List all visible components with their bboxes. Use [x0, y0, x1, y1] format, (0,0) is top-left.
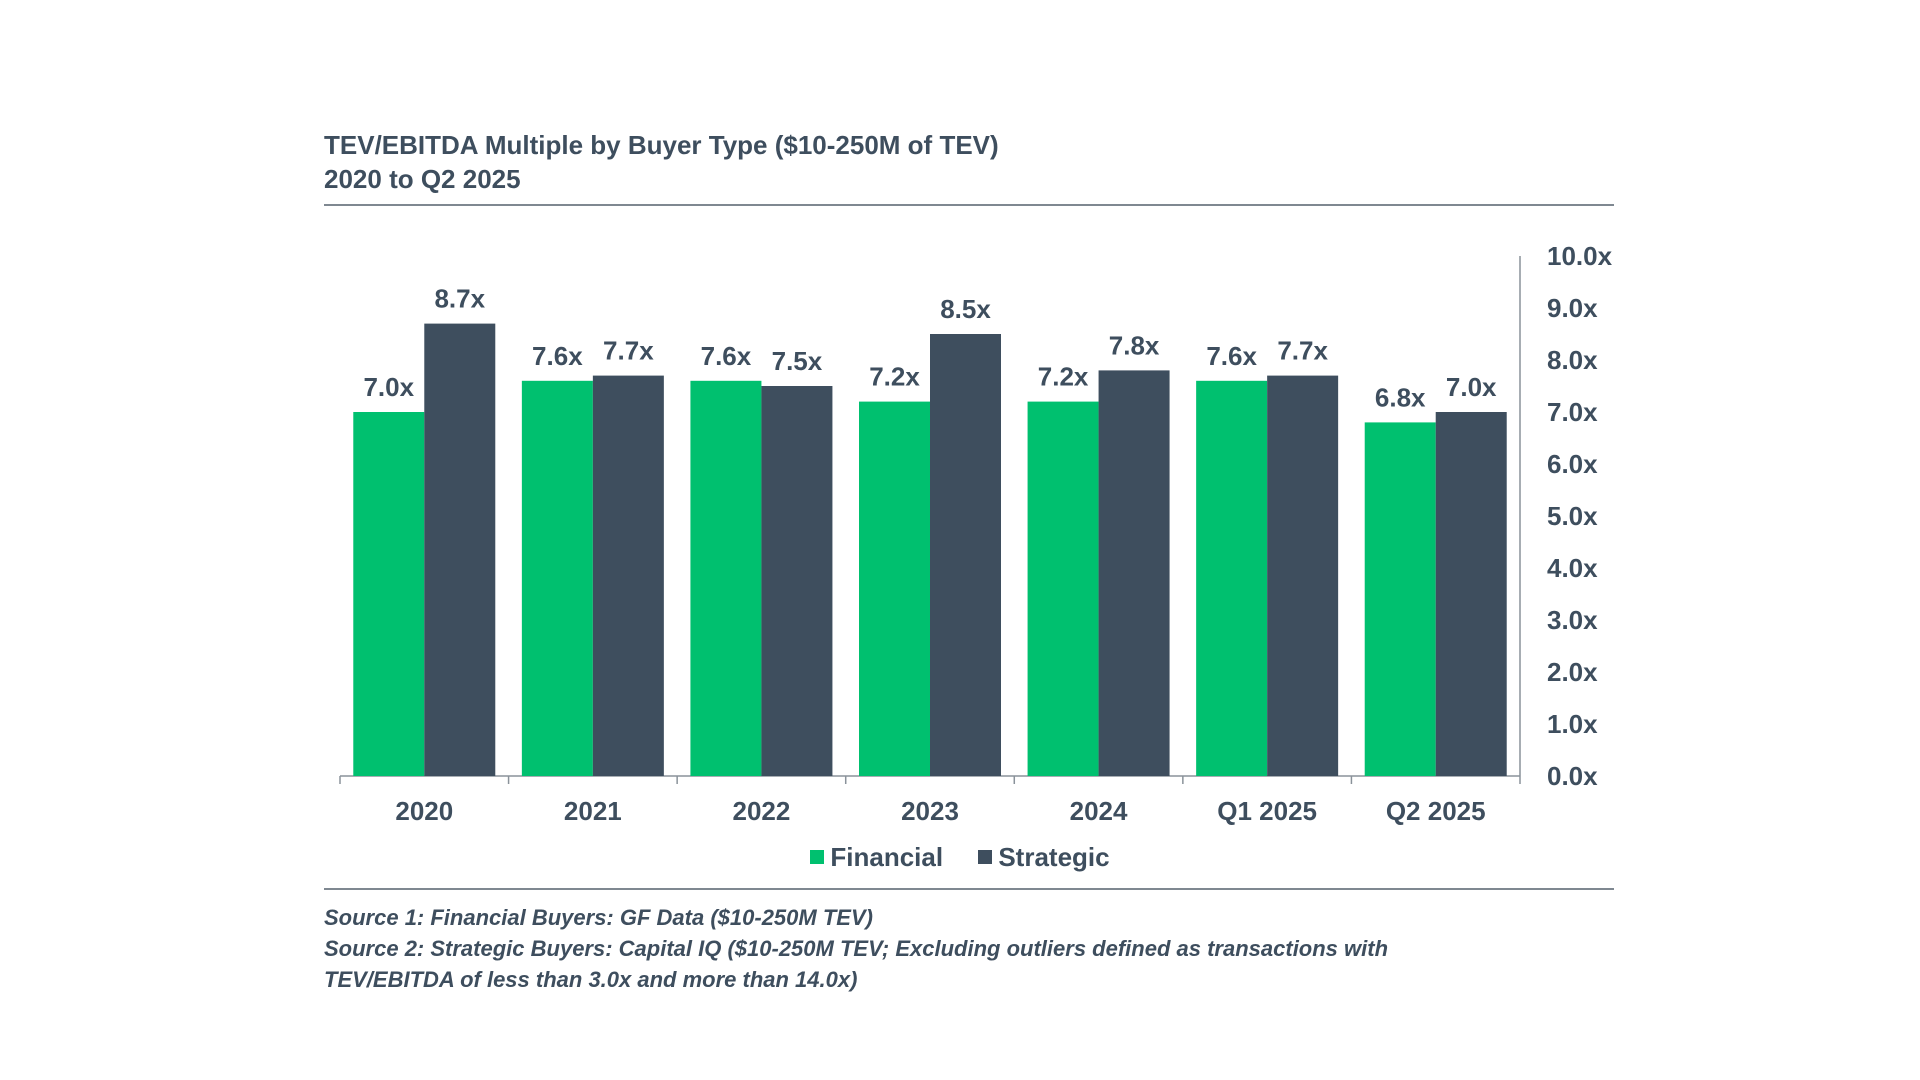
data-label-strategic: 8.7x — [434, 284, 485, 314]
data-label-financial: 7.6x — [1206, 341, 1257, 371]
bar-financial — [690, 380, 762, 776]
data-label-financial: 7.2x — [1038, 362, 1089, 392]
top-divider — [324, 204, 1614, 206]
legend-item-financial: Financial — [810, 842, 943, 873]
x-tick-label: 2020 — [395, 796, 453, 826]
sources-note: Source 1: Financial Buyers: GF Data ($10… — [324, 902, 1614, 995]
x-tick-label: Q1 2025 — [1217, 796, 1317, 826]
data-label-strategic: 7.0x — [1446, 372, 1497, 402]
y-tick-label: 2.0x — [1547, 657, 1598, 687]
x-tick-label: 2023 — [901, 796, 959, 826]
data-label-financial: 7.0x — [363, 372, 414, 402]
data-label-financial: 7.6x — [532, 341, 583, 371]
chart-title: TEV/EBITDA Multiple by Buyer Type ($10-2… — [324, 130, 999, 160]
bar-strategic — [761, 386, 833, 776]
x-tick-label: 2022 — [733, 796, 791, 826]
bar-strategic — [930, 334, 1001, 776]
data-label-financial: 7.6x — [701, 341, 752, 371]
y-tick-label: 9.0x — [1547, 293, 1598, 323]
data-label-financial: 7.2x — [869, 362, 920, 392]
legend-item-strategic: Strategic — [978, 841, 1110, 873]
chart-subtitle: 2020 to Q2 2025 — [324, 164, 521, 194]
data-label-financial: 6.8x — [1375, 382, 1426, 412]
y-tick-label: 1.0x — [1547, 709, 1598, 739]
source-line-2: Source 2: Strategic Buyers: Capital IQ (… — [324, 936, 1389, 961]
chart-title-block: TEV/EBITDA Multiple by Buyer Type ($10-2… — [324, 128, 1614, 196]
legend-label-financial: Financial — [830, 841, 944, 872]
bar-strategic — [1267, 375, 1339, 776]
bar-financial — [859, 401, 930, 776]
y-tick-label: 0.0x — [1547, 761, 1598, 791]
bar-strategic — [1098, 370, 1170, 776]
legend-swatch-financial — [810, 850, 825, 864]
bottom-divider — [324, 888, 1614, 890]
bar-strategic — [592, 375, 664, 776]
source-line-3: TEV/EBITDA of less than 3.0x and more th… — [324, 967, 858, 992]
data-label-strategic: 8.5x — [940, 294, 991, 324]
chart-legend: Financial Strategic — [0, 840, 1920, 873]
bar-financial — [521, 380, 593, 776]
bar-strategic — [1435, 412, 1507, 776]
y-tick-label: 3.0x — [1547, 605, 1598, 635]
data-label-strategic: 7.7x — [603, 336, 654, 366]
bar-financial — [1364, 422, 1436, 776]
y-tick-label: 6.0x — [1547, 449, 1598, 479]
x-tick-label: Q2 2025 — [1386, 796, 1486, 826]
bar-financial — [353, 412, 425, 776]
x-tick-label: 2024 — [1070, 796, 1128, 826]
bar-financial — [1027, 401, 1099, 776]
y-tick-label: 7.0x — [1547, 397, 1598, 427]
bar-financial — [1196, 380, 1268, 776]
y-tick-label: 8.0x — [1547, 345, 1598, 375]
data-label-strategic: 7.5x — [772, 346, 823, 376]
y-tick-label: 4.0x — [1547, 553, 1598, 583]
y-tick-label: 5.0x — [1547, 501, 1598, 531]
data-label-strategic: 7.8x — [1109, 330, 1160, 360]
bar-strategic — [424, 323, 496, 776]
source-line-1: Source 1: Financial Buyers: GF Data ($10… — [324, 905, 873, 930]
x-tick-label: 2021 — [564, 796, 622, 826]
data-label-strategic: 7.7x — [1277, 336, 1328, 366]
y-tick-label: 10.0x — [1547, 241, 1613, 271]
legend-label-strategic: Strategic — [998, 841, 1110, 872]
legend-swatch-strategic — [978, 850, 993, 864]
